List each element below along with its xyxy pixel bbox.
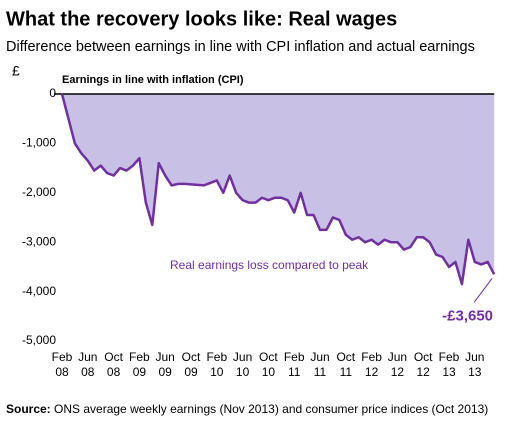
- y-tick-label: -2,000: [22, 185, 56, 199]
- x-tick-label: Jun 13: [465, 350, 485, 379]
- x-tick-label: Feb 08: [51, 350, 73, 379]
- x-tick-label: Feb 09: [129, 350, 150, 379]
- end-pointer: [473, 278, 493, 303]
- x-tick-label: Oct 10: [259, 350, 278, 379]
- x-tick-label: Feb 13: [438, 350, 460, 379]
- x-tick-label: Feb 12: [361, 350, 382, 379]
- baseline-label: Earnings in line with inflation (CPI): [62, 74, 244, 86]
- y-tick-label: -3,000: [22, 234, 56, 248]
- area-label: Real earnings loss compared to peak: [170, 258, 369, 272]
- x-tick-label: Oct 11: [336, 350, 356, 379]
- x-tick-label: Oct 12: [413, 350, 433, 379]
- x-tick-label: Jun 12: [387, 350, 408, 379]
- y-tick-label: -5,000: [22, 333, 56, 347]
- x-tick-label: Feb 10: [206, 350, 228, 379]
- x-tick-label: Jun 11: [310, 350, 330, 379]
- x-tick-label: Oct 09: [181, 350, 201, 379]
- area: [62, 94, 495, 285]
- chart-subtitle: Difference between earnings in line with…: [6, 39, 475, 55]
- source-text: ONS average weekly earnings (Nov 2013) a…: [54, 402, 488, 416]
- y-unit: £: [12, 63, 20, 79]
- chart-title: What the recovery looks like: Real wages: [6, 8, 397, 30]
- source-label: Source:: [6, 402, 51, 416]
- y-tick-label: -1,000: [22, 136, 56, 150]
- x-tick-label: Oct 08: [104, 350, 123, 379]
- line: [60, 93, 496, 286]
- y-tick-label: 0: [49, 86, 56, 100]
- x-tick-label: Feb 11: [283, 350, 305, 379]
- x-tick-label: Jun 08: [78, 350, 98, 379]
- y-tick-label: -4,000: [22, 284, 56, 298]
- source: Source: ONS average weekly earnings (Nov…: [6, 402, 488, 416]
- x-tick-label: Jun 09: [155, 350, 175, 379]
- end-label: -£3,650: [442, 307, 493, 324]
- x-tick-label: Jun 10: [232, 350, 253, 379]
